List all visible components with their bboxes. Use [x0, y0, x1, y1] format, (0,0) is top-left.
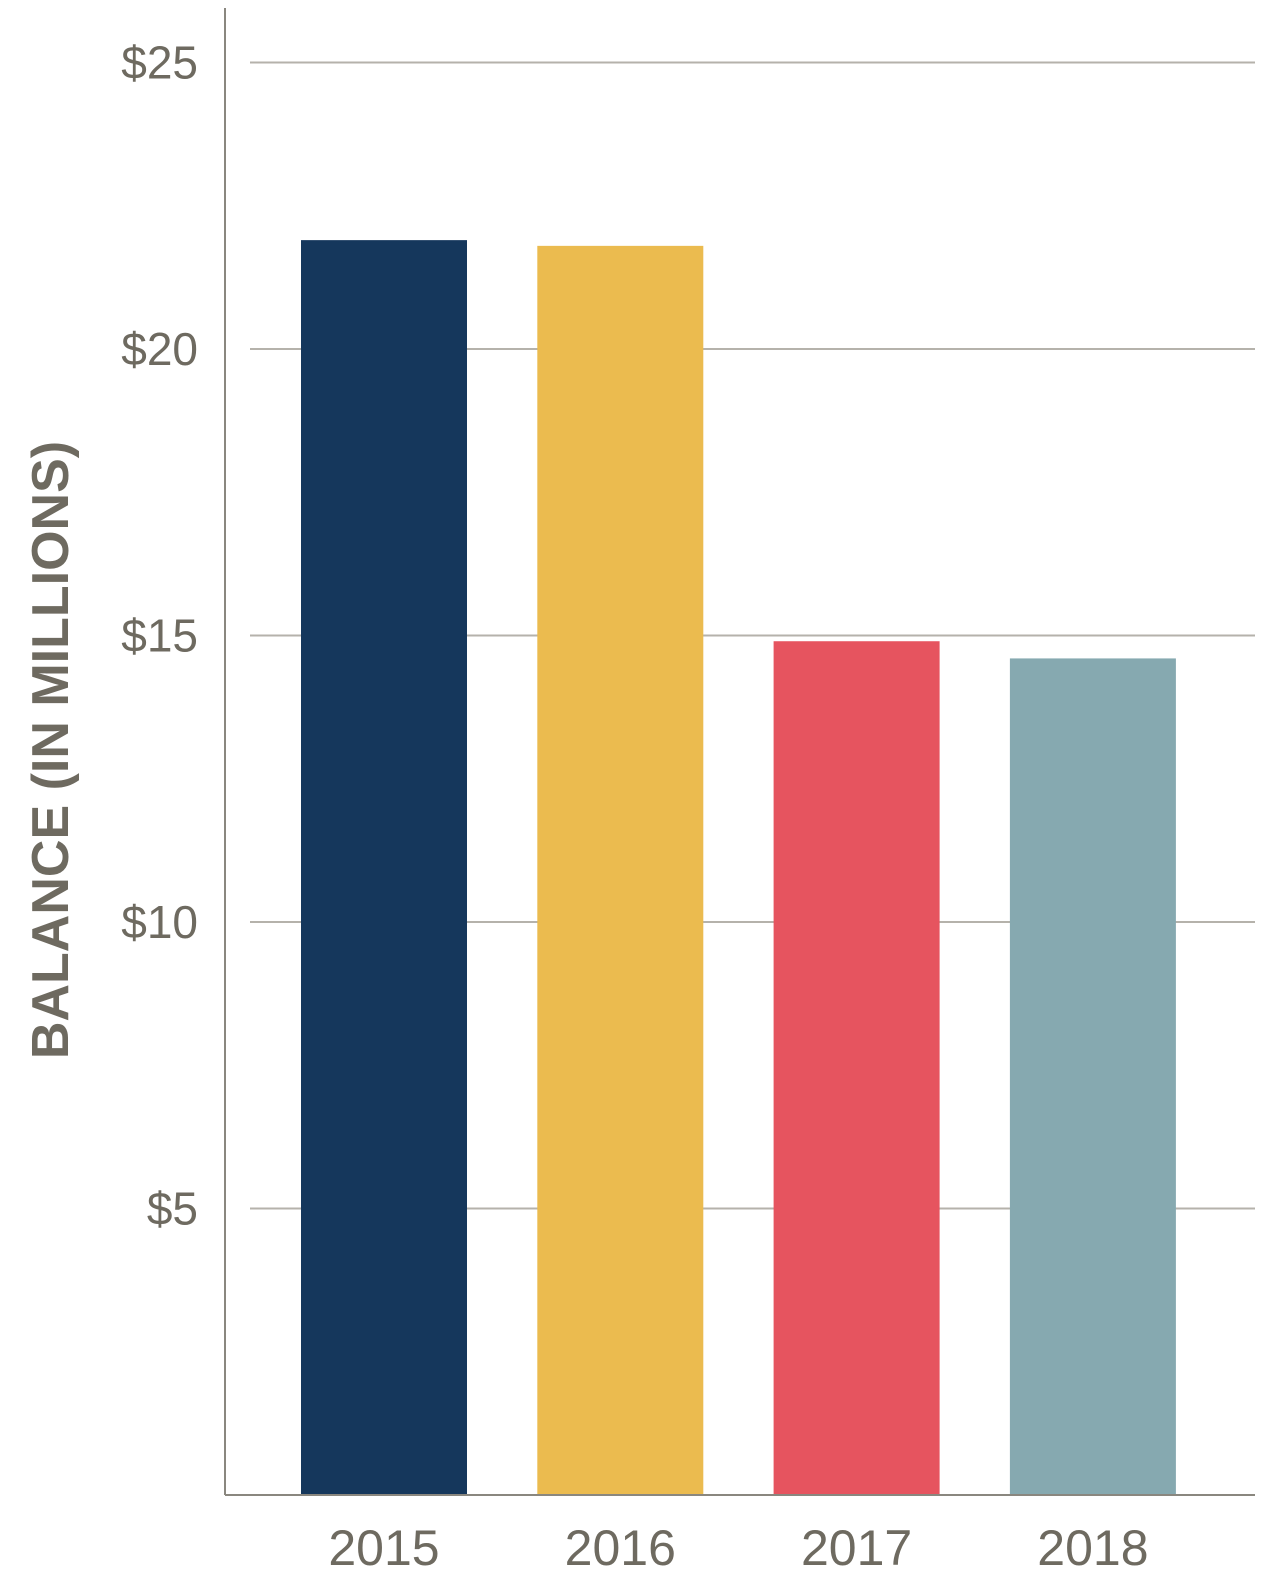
y-tick-label: $10 [121, 896, 198, 948]
x-tick-label: 2018 [1037, 1520, 1148, 1576]
x-tick-labels: 2015 2016 2017 2018 [328, 1520, 1148, 1576]
y-tick-label: $25 [121, 37, 198, 89]
y-tick-label: $5 [147, 1183, 198, 1235]
bar-2018 [1009, 658, 1176, 1495]
y-axis-title: BALANCE (IN MILLIONS) [22, 441, 80, 1059]
bar-2016 [537, 245, 704, 1496]
x-tick-label: 2015 [328, 1520, 439, 1576]
y-tick-label: $15 [121, 610, 198, 662]
bar-2017 [773, 641, 940, 1495]
x-tick-label: 2016 [565, 1520, 676, 1576]
axes [224, 8, 1255, 1496]
y-tick-labels: $5 $10 $15 $20 $25 [121, 37, 198, 1235]
bar-2015 [301, 240, 467, 1495]
bars [301, 240, 1176, 1496]
x-tick-label: 2017 [801, 1520, 912, 1576]
y-tick-label: $20 [121, 323, 198, 375]
